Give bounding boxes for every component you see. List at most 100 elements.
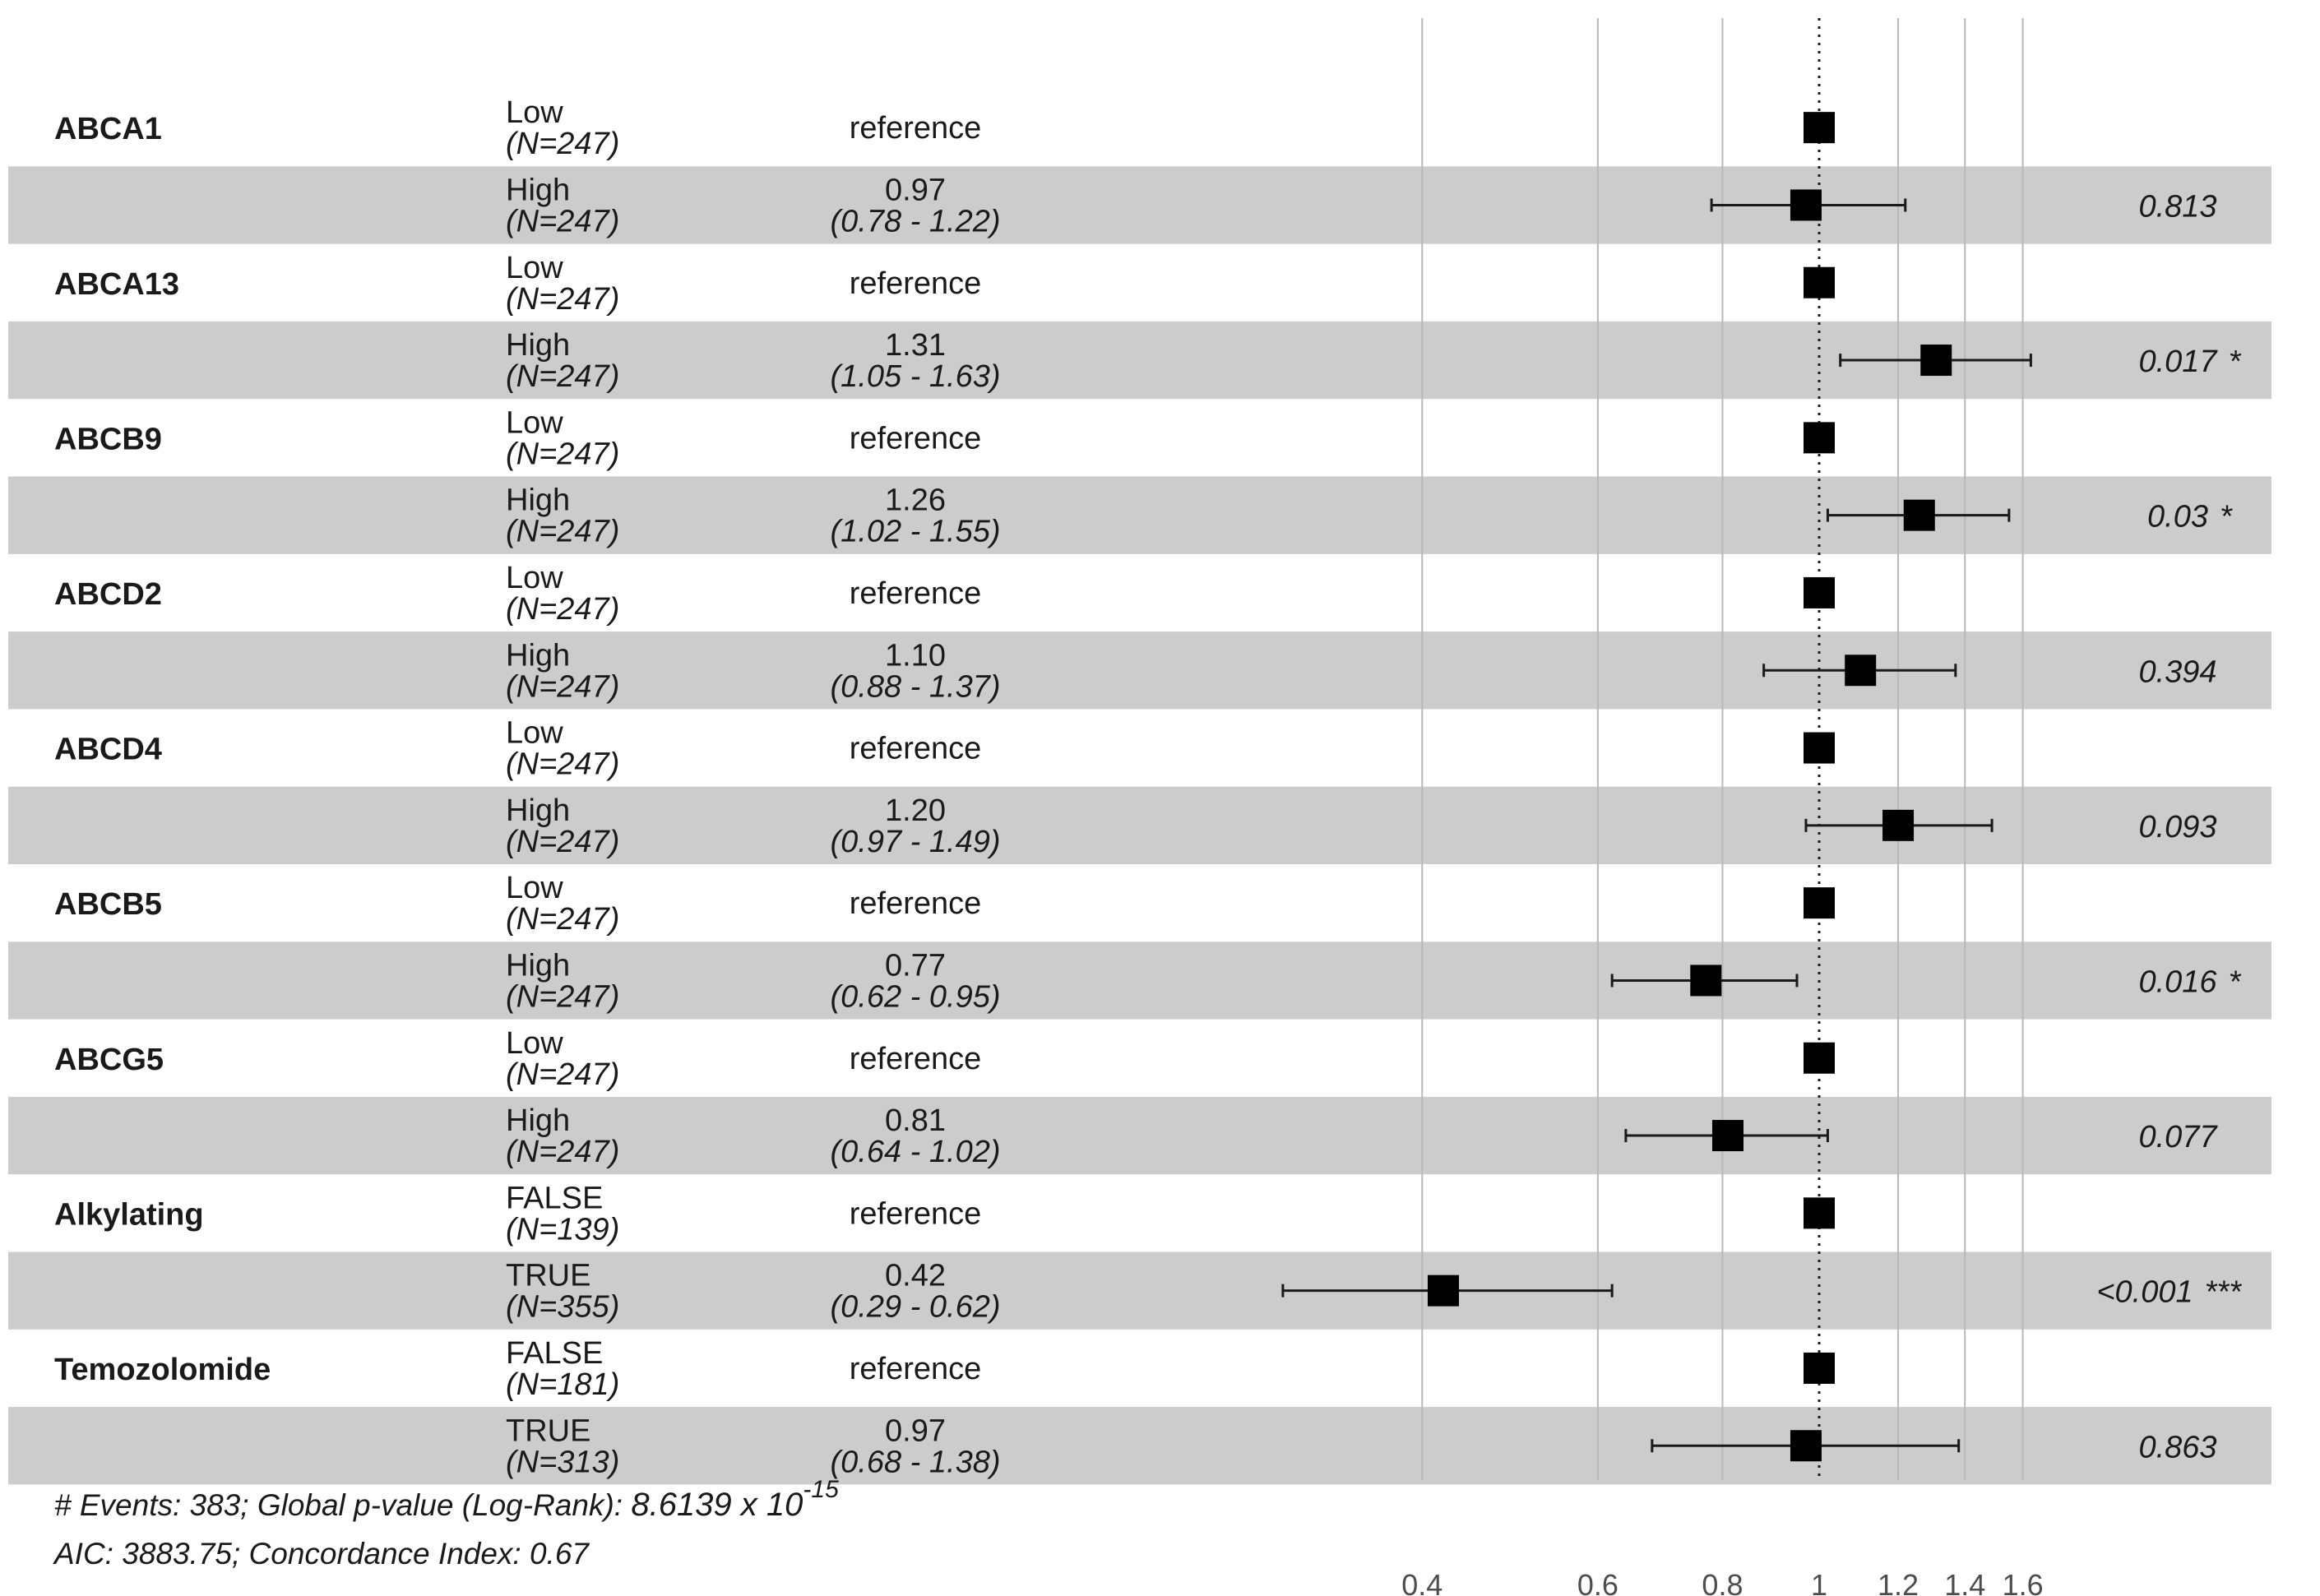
p-value: 0.077: [2138, 1120, 2218, 1154]
confidence-interval-text: (0.97 - 1.49): [831, 825, 1001, 859]
hazard-ratio-value: reference: [850, 1196, 982, 1231]
variable-label: ABCB5: [54, 887, 162, 922]
global-p-mantissa: 8.6139 x 10: [631, 1487, 803, 1523]
p-value: 0.863: [2138, 1430, 2216, 1464]
hr-point: [1790, 189, 1822, 221]
p-value: 0.394: [2138, 655, 2216, 689]
level-label: Low: [506, 1026, 563, 1061]
hazard-ratio-value: 1.10: [885, 638, 946, 673]
level-label: High: [506, 948, 570, 983]
x-tick-label: 0.8: [1702, 1568, 1743, 1596]
hr-point: [1790, 1430, 1822, 1462]
p-value: 0.813: [2138, 189, 2216, 224]
hazard-ratio-value: 0.97: [885, 173, 946, 207]
row-labels: ABCA1 Low(N=247) referenceHigh(N=247)0.97(…: [54, 95, 2242, 1479]
level-count: (N=247): [506, 979, 619, 1014]
level-label: Low: [506, 716, 563, 751]
footer-stats: # Events: 383; Global p-value (Log-Rank)…: [53, 1476, 839, 1571]
variable-label: Alkylating: [54, 1197, 204, 1232]
hazard-ratio-value: 0.81: [885, 1103, 946, 1138]
hr-point: [1804, 112, 1835, 144]
hazard-ratio-value: 1.26: [885, 483, 946, 518]
level-label: High: [506, 638, 570, 673]
footer-aic-concordance: AIC: 3883.75; Concordance Index: 0.67: [53, 1537, 590, 1571]
level-label: High: [506, 1103, 570, 1138]
hr-point: [1804, 1042, 1835, 1074]
level-count: (N=355): [506, 1290, 619, 1325]
hazard-ratio-value: reference: [850, 886, 982, 921]
hr-point: [1804, 576, 1835, 608]
row-band: [8, 941, 2271, 1020]
hazard-ratio-value: reference: [850, 421, 982, 456]
hazard-ratio-value: 0.97: [885, 1413, 946, 1448]
level-count: (N=247): [506, 1057, 619, 1092]
variable-label: ABCD4: [54, 733, 162, 767]
level-count: (N=247): [506, 359, 619, 394]
variable-label: ABCB9: [54, 422, 162, 456]
level-label: FALSE: [506, 1336, 603, 1371]
hazard-ratio-value: reference: [850, 1352, 982, 1386]
x-axis-ticks: 0.4 0.6 0.8 1 1.2 1.4 1.6: [1401, 1568, 2043, 1596]
level-label: High: [506, 173, 570, 207]
level-label: FALSE: [506, 1181, 603, 1215]
hr-point: [1804, 732, 1835, 764]
confidence-interval-text: (1.02 - 1.55): [831, 515, 1001, 549]
confidence-interval-text: (0.88 - 1.37): [831, 669, 1001, 704]
variable-label: ABCD2: [54, 577, 162, 612]
confidence-interval-text: (0.64 - 1.02): [831, 1135, 1001, 1169]
level-count: (N=247): [506, 282, 619, 317]
level-label: Low: [506, 251, 563, 285]
level-count: (N=247): [506, 592, 619, 627]
variable-label: ABCG5: [54, 1043, 164, 1077]
hazard-ratio-value: reference: [850, 576, 982, 611]
row-band: [8, 166, 2271, 244]
p-value: 0.093: [2138, 810, 2216, 844]
variable-label: ABCA13: [54, 267, 179, 302]
global-p-exponent: -15: [803, 1476, 839, 1503]
hr-point: [1804, 887, 1835, 919]
significance-stars: *: [2229, 345, 2242, 379]
level-label: High: [506, 483, 570, 518]
footer-events-text: # Events: 383; Global p-value (Log-Rank)…: [54, 1488, 631, 1522]
confidence-interval-text: (1.05 - 1.63): [831, 359, 1001, 394]
hazard-ratio-value: 0.42: [885, 1259, 946, 1293]
level-count: (N=247): [506, 515, 619, 549]
hr-point: [1804, 266, 1835, 298]
confidence-interval-text: (0.29 - 0.62): [831, 1290, 1001, 1325]
hr-point: [1845, 655, 1877, 687]
x-tick-label: 1.6: [2003, 1568, 2044, 1596]
level-count: (N=247): [506, 204, 619, 238]
hr-point: [1690, 965, 1722, 997]
level-label: Low: [506, 405, 563, 440]
x-tick-label: 0.4: [1401, 1568, 1442, 1596]
hr-point: [1903, 499, 1935, 531]
x-tick-label: 0.6: [1577, 1568, 1618, 1596]
row-bands: [8, 166, 2271, 1485]
x-tick-label: 1.2: [1878, 1568, 1919, 1596]
hazard-ratio-value: reference: [850, 1042, 982, 1076]
level-count: (N=247): [506, 127, 619, 161]
variable-label: Temozolomide: [54, 1353, 271, 1387]
row-band: [8, 1096, 2271, 1175]
level-count: (N=247): [506, 902, 619, 937]
hr-point: [1804, 422, 1835, 454]
level-count: (N=181): [506, 1367, 619, 1402]
level-count: (N=313): [506, 1445, 619, 1479]
x-tick-label: 1: [1811, 1568, 1827, 1596]
level-label: Low: [506, 871, 563, 905]
hr-point: [1711, 1120, 1743, 1152]
confidence-interval-text: (0.62 - 0.95): [831, 979, 1001, 1014]
row-band: [8, 1251, 2271, 1330]
grid-lines: [1421, 18, 2024, 1480]
variable-label: ABCA1: [54, 112, 162, 146]
x-tick-label: 1.4: [1944, 1568, 1985, 1596]
p-value: 0.017: [2138, 345, 2218, 379]
level-count: (N=247): [506, 747, 619, 782]
level-count: (N=247): [506, 825, 619, 859]
hr-point: [1920, 345, 1952, 377]
level-label: Low: [506, 95, 563, 130]
significance-stars: *: [2229, 965, 2242, 999]
significance-stars: *: [2220, 500, 2233, 534]
level-label: TRUE: [506, 1413, 590, 1448]
